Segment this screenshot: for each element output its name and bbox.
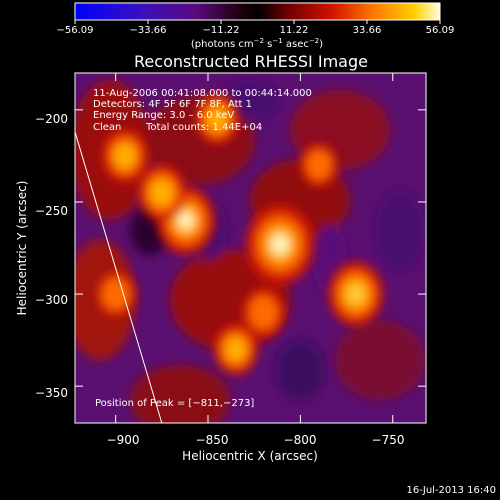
y-axis-ticks	[75, 109, 426, 387]
annotation-energy: Energy Range: 3.0 – 6.0 keV	[93, 110, 234, 121]
x-tick-label-1: −850	[196, 433, 229, 447]
solar-limb-line	[75, 131, 163, 423]
colorbar-tick-label-1: −33.66	[129, 25, 166, 36]
plot-frame	[74, 72, 427, 424]
emission-source-1	[178, 211, 194, 229]
x-axis-label: Heliocentric X (arcsec)	[182, 449, 318, 463]
y-tick-label-2: −300	[35, 293, 68, 307]
footer-timestamp: 16‑Jul‑2013 16:40	[407, 485, 496, 496]
colorbar-unit-label: (photons cm−2 s−1 asec−2)	[191, 37, 323, 50]
x-axis-ticks	[115, 73, 394, 423]
annotation-time-range: 11‑Aug‑2006 00:41:08.000 to 00:44:14.000	[93, 88, 312, 99]
annotation-peak-position: Position of Peak = [−811,−273]	[95, 398, 254, 409]
colorbar-tick-label-4: 33.66	[353, 25, 382, 36]
emission-source-2	[151, 180, 173, 206]
emission-source-8	[305, 149, 332, 181]
annotation-clean: Clean	[93, 122, 121, 133]
chart-title: Reconstructed RHESSI Image	[134, 52, 368, 71]
colorbar-tick-label-3: 11.22	[280, 25, 309, 36]
emission-source-3	[348, 286, 363, 303]
colorbar	[74, 2, 441, 21]
colorbar-tick-label-2: −11.22	[202, 25, 239, 36]
annotation-total-counts: Total counts: 1.44E+04	[145, 122, 262, 133]
colorbar-ticks	[74, 20, 441, 24]
annotation-detectors: Detectors: 4F 5F 6F 7F 8F, Att 1	[93, 99, 252, 110]
emission-source-7	[225, 337, 246, 361]
emission-source-6	[101, 277, 130, 311]
x-tick-label-2: −800	[284, 433, 317, 447]
y-tick-label-0: −200	[35, 112, 68, 126]
x-tick-label-0: −900	[107, 433, 140, 447]
emission-source-4	[207, 107, 228, 131]
emission-source-0	[271, 234, 289, 255]
emission-source-9	[248, 295, 278, 330]
colorbar-tick-label-0: −56.09	[56, 25, 93, 36]
y-tick-label-1: −250	[35, 204, 68, 218]
heatmap-image	[75, 73, 426, 423]
y-tick-label-3: −350	[35, 386, 68, 400]
colorbar-tick-label-5: 56.09	[426, 25, 455, 36]
x-tick-label-3: −750	[372, 433, 405, 447]
y-axis-label: Heliocentric Y (arcsec)	[15, 181, 29, 316]
emission-source-5	[114, 143, 136, 169]
